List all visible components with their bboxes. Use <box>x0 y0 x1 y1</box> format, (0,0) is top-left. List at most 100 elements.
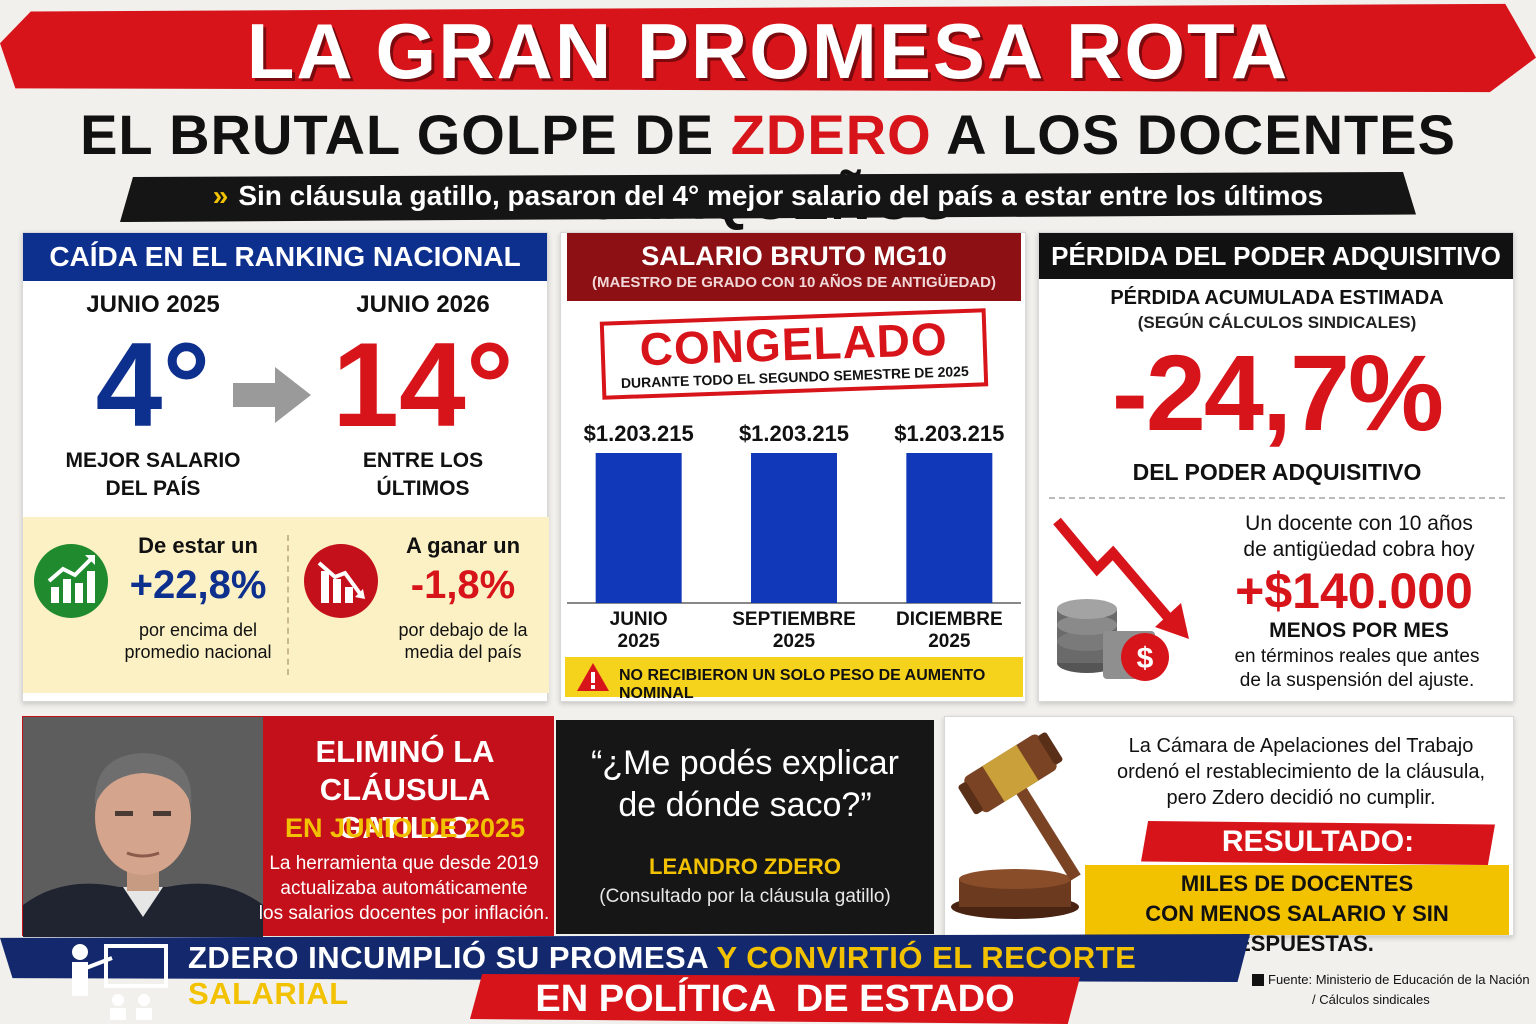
result-text-1: MILES DE DOCENTES <box>1180 871 1414 896</box>
quote-context: (Consultado por la cláusula gatillo) <box>599 886 891 907</box>
court-text: La Cámara de Apelaciones del Trabajo ord… <box>1091 733 1511 811</box>
purchasing-divider <box>1049 497 1505 499</box>
stat-up-pre: De estar un <box>138 533 258 558</box>
footer-source-1: Fuente: Ministerio de Educación de la Na… <box>1268 972 1530 987</box>
stat-down-pre: A ganar un <box>405 533 521 558</box>
purchasing-sub2: (SEGÚN CÁLCULOS SINDICALES) <box>1137 313 1417 332</box>
clausula-desc-2: actualizaba automáticamente <box>280 878 528 899</box>
bar-category-label: 2025 <box>773 631 816 652</box>
loss-amount: +$140.000 <box>1235 563 1473 619</box>
purchasing-value: -24,7% <box>1111 332 1444 453</box>
subtitle-highlight: ZDERO <box>730 103 932 166</box>
ranking-before-label: MEJOR SALARIO DEL PAÍS <box>43 447 263 503</box>
footer-source: Fuente: Ministerio de Educación de la Na… <box>1268 970 1532 1010</box>
footer-line1-white: ZDERO INCUMPLIÓ SU PROMESA <box>188 940 708 975</box>
quote-author: LEANDRO ZDERO <box>649 854 841 879</box>
court-card: La Cámara de Apelaciones del Trabajo ord… <box>944 716 1514 956</box>
salary-subheading: (MAESTRO DE GRADO CON 10 AÑOS DE ANTIGÜE… <box>592 274 996 291</box>
salary-bar <box>906 453 993 603</box>
stat-up-desc: por encima del promedio nacional <box>103 619 293 663</box>
tagline-text: Sin cláusula gatillo, pasaron del 4° mej… <box>238 180 1324 211</box>
stat-down-value: -1,8% <box>410 563 516 607</box>
quote-text: “¿Me podés explicar de dónde saco?” <box>556 742 934 826</box>
result-band <box>1085 865 1509 935</box>
real-terms-text: en términos reales que antes de la suspe… <box>1199 645 1515 693</box>
purchasing-sub1: PÉRDIDA ACUMULADA ESTIMADA <box>1110 287 1444 309</box>
salary-card: SALARIO BRUTO MG10 (MAESTRO DE GRADO CON… <box>560 232 1026 702</box>
stat-down-desc-2: media del país <box>404 642 522 662</box>
salary-heading-block: SALARIO BRUTO MG10 (MAESTRO DE GRADO CON… <box>567 233 1021 301</box>
teacher-icon <box>72 944 168 1020</box>
docente-text-2: de antigüedad cobra hoy <box>1243 538 1475 561</box>
bar-category-label: 2025 <box>928 631 971 652</box>
falling-arrow-icon <box>1053 517 1189 639</box>
quote-text-1: “¿Me podés explicar <box>590 744 899 782</box>
title-banner <box>0 3 1536 93</box>
stat-up-value: +22,8% <box>129 563 267 607</box>
clausula-desc-1: La herramienta que desde 2019 <box>269 853 539 874</box>
warning-icon <box>577 663 609 691</box>
salary-heading: SALARIO BRUTO MG10 <box>641 241 947 271</box>
growth-chart-icon <box>34 544 108 618</box>
gavel-icon <box>951 732 1081 919</box>
docente-text-1: Un docente con 10 años <box>1245 512 1473 535</box>
ranking-stats-panel: De estar un +22,8% por encima del promed… <box>23 517 549 693</box>
ranking-before-label-1: MEJOR SALARIO <box>65 449 241 472</box>
real-terms-text-1: en términos reales que antes <box>1234 646 1480 667</box>
result-text: MILES DE DOCENTES CON MENOS SALARIO Y SI… <box>1085 869 1509 959</box>
ranking-after-label-1: ENTRE LOS <box>362 449 484 472</box>
tagline: » Sin cláusula gatillo, pasaron del 4° me… <box>120 180 1416 212</box>
court-text-2: ordenó el restablecimiento de la cláusul… <box>1117 761 1485 783</box>
stat-down-desc-1: por debajo de la <box>398 620 528 640</box>
arrow-right-icon <box>233 367 311 423</box>
result-text-2: CON MENOS SALARIO Y SIN RESPUESTAS. <box>1145 901 1449 956</box>
footer-line2: EN POLÍTICA DE ESTADO <box>535 978 1015 1020</box>
footer-banner-red <box>470 974 1080 1024</box>
loss-illustration: $ <box>1053 517 1189 681</box>
footer-source-2: / Cálculos sindicales <box>1312 992 1430 1007</box>
court-text-3: pero Zdero decidió no cumplir. <box>1166 787 1436 809</box>
quote-text-2: de dónde saco?” <box>618 786 872 824</box>
bar-category-label: DICIEMBRE <box>896 609 1003 630</box>
footer-line1-yellow: Y CONVIRTIÓ EL RECORTE SALARIAL <box>188 940 1137 1011</box>
subtitle-prefix: EL BRUTAL GOLPE DE <box>80 103 715 166</box>
warning-banner: NO RECIBIERON UN SOLO PESO DE AUMENTO NO… <box>565 657 1023 702</box>
bar-category-label: 2025 <box>618 631 661 652</box>
real-terms-text-2: de la suspensión del ajuste. <box>1239 670 1475 691</box>
court-text-1: La Cámara de Apelaciones del Trabajo <box>1128 735 1474 757</box>
ranking-after-year: JUNIO 2026 <box>356 291 490 318</box>
purchasing-heading: PÉRDIDA DEL PODER ADQUISITIVO <box>1039 233 1513 279</box>
loss-amount-label: MENOS POR MES <box>1269 619 1449 642</box>
clausula-title-1: ELIMINÓ LA <box>315 734 495 769</box>
svg-text:$: $ <box>1137 642 1154 675</box>
ranking-before-rank: 4° <box>95 318 211 452</box>
ranking-card: CAÍDA EN EL RANKING NACIONAL JUNIO 2025 … <box>22 232 549 702</box>
ranking-after-rank: 14° <box>332 318 514 452</box>
ranking-after-label: ENTRE LOS ÚLTIMOS <box>323 447 523 503</box>
frozen-stamp: CONGELADO DURANTE TODO EL SEGUNDO SEMEST… <box>599 308 989 400</box>
page-title: LA GRAN PROMESA ROTA <box>246 7 1290 95</box>
clausula-desc: La herramienta que desde 2019 actualizab… <box>249 851 559 926</box>
bar-value-label: $1.203.215 <box>584 421 694 446</box>
clausula-title: ELIMINÓ LA CLÁUSULA GATILLO <box>255 733 555 847</box>
warning-text: NO RECIBIERON UN SOLO PESO DE AUMENTO NO… <box>619 667 986 702</box>
salary-bar <box>595 453 682 603</box>
dollar-badge-icon: $ <box>1121 633 1169 681</box>
result-label: RESULTADO: <box>1221 825 1415 858</box>
square-bullet-icon <box>1252 974 1264 986</box>
footer-line1: ZDERO INCUMPLIÓ SU PROMESA Y CONVIRTIÓ E… <box>188 940 1238 1012</box>
chevrons-icon: » <box>212 180 229 211</box>
bar-value-label: $1.203.215 <box>739 421 849 446</box>
stats-divider <box>287 535 289 675</box>
docente-text: Un docente con 10 años de antigüedad cob… <box>1209 511 1509 563</box>
stat-up-desc-1: por encima del <box>138 620 258 640</box>
salary-bar <box>751 453 837 603</box>
tagline-banner <box>120 172 1416 222</box>
result-label-band <box>1141 821 1495 865</box>
purchasing-value-label: DEL PODER ADQUISITIVO <box>1132 459 1422 485</box>
clausula-desc-3: los salarios docentes por inflación. <box>258 903 550 924</box>
bar-category-label: JUNIO <box>610 609 668 630</box>
stat-down-desc: por debajo de la media del país <box>373 619 553 663</box>
footer-banner-blue <box>0 934 1250 982</box>
stat-up-desc-2: promedio nacional <box>124 642 272 662</box>
